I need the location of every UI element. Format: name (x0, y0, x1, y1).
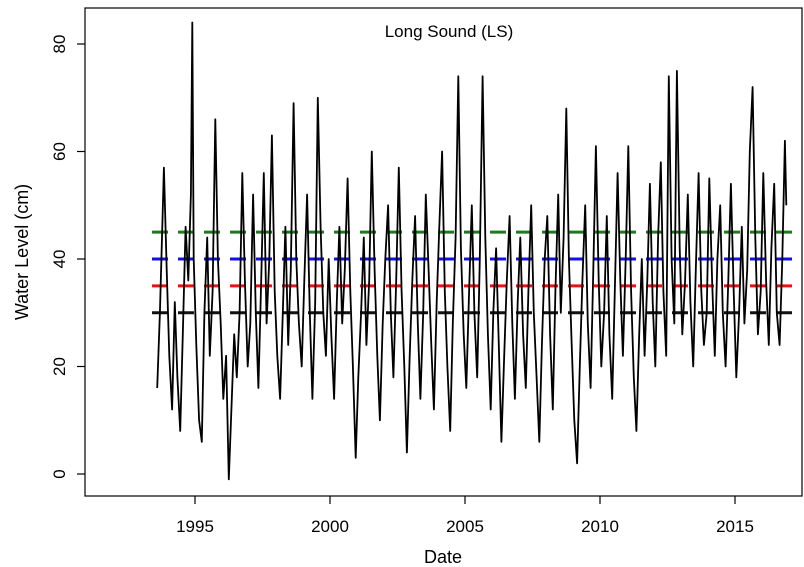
y-axis: 0 20 40 60 80 (50, 35, 85, 479)
water-level-series-line (156, 21, 788, 481)
x-axis: 1995 2000 2005 2010 2015 (176, 496, 754, 536)
y-tick-label-0: 0 (50, 469, 69, 478)
x-tick-label-2005: 2005 (446, 517, 484, 536)
x-tick-label-1995: 1995 (176, 517, 214, 536)
threshold-lines (152, 230, 800, 315)
y-tick-label-40: 40 (50, 250, 69, 269)
x-tick-label-2000: 2000 (311, 517, 349, 536)
plot-frame (84, 7, 803, 497)
x-axis-title: Date (424, 547, 462, 567)
y-tick-label-60: 60 (50, 142, 69, 161)
y-axis-title: Water Level (cm) (12, 184, 32, 320)
x-tick-label-2010: 2010 (581, 517, 619, 536)
chart-title: Long Sound (LS) (385, 22, 514, 41)
y-tick-label-20: 20 (50, 357, 69, 376)
y-tick-label-80: 80 (50, 35, 69, 54)
series-group (156, 21, 788, 481)
x-tick-label-2015: 2015 (716, 517, 754, 536)
